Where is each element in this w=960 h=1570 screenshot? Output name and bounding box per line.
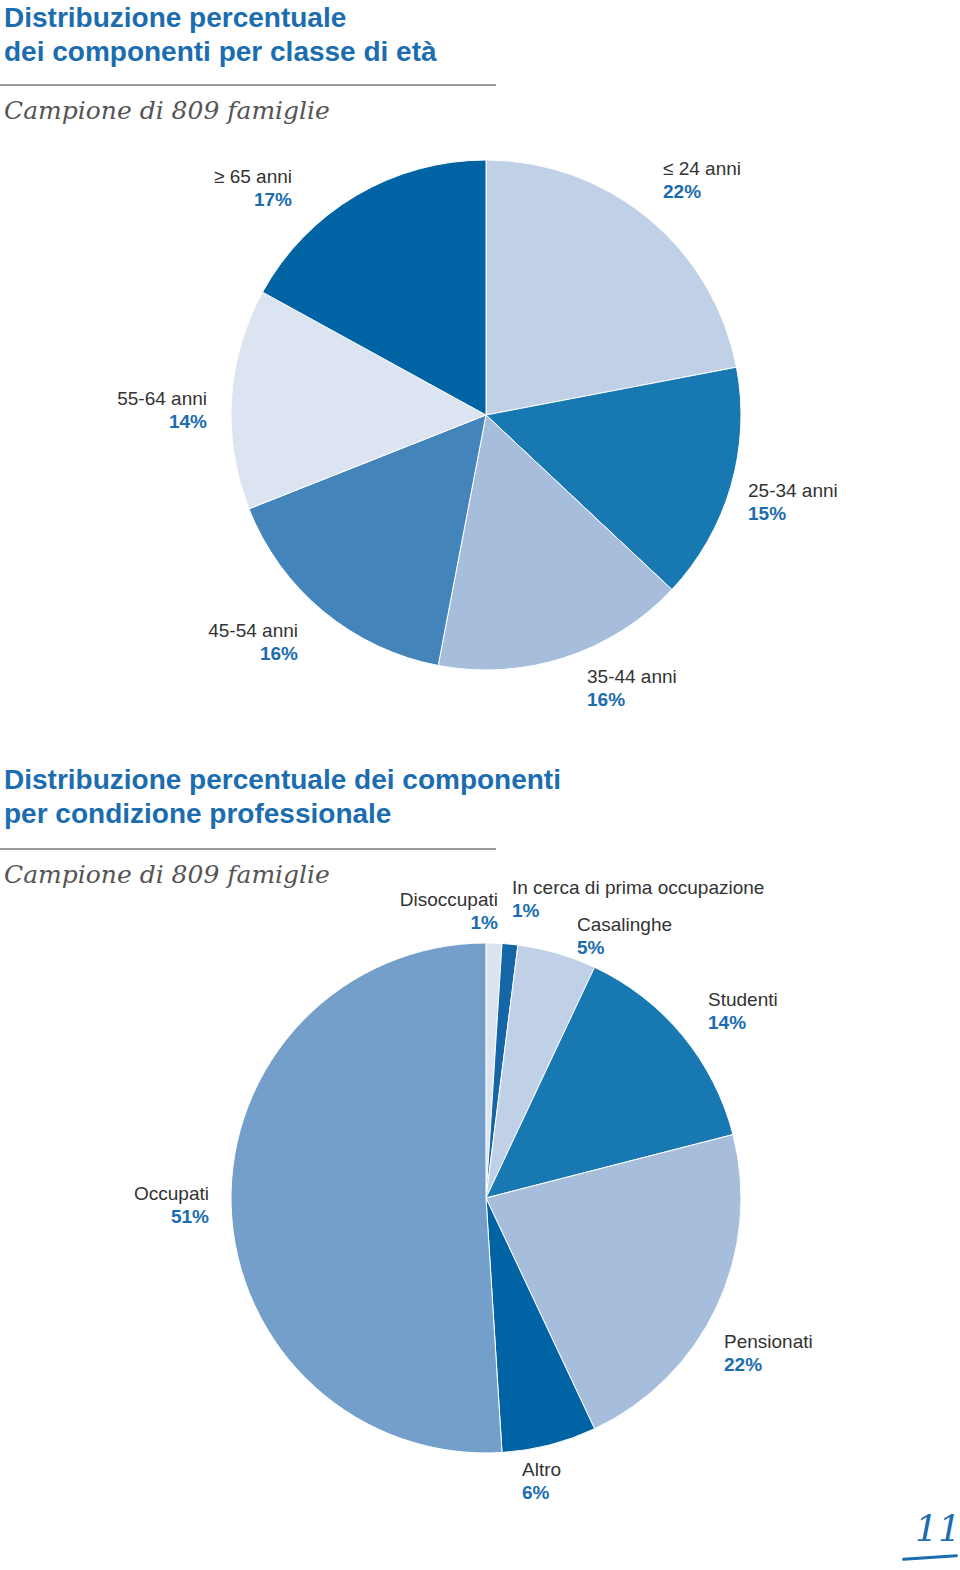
svg-text:In cerca di prima occupazione: In cerca di prima occupazione — [512, 877, 764, 898]
svg-text:17%: 17% — [254, 189, 292, 210]
html-text:Campione di 809 famiglie: Campione di 809 famiglie — [4, 860, 330, 889]
svg-text:15%: 15% — [748, 503, 786, 524]
svg-text:≤ 24 anni: ≤ 24 anni — [663, 158, 741, 179]
svg-text:6%: 6% — [522, 1482, 550, 1503]
svg-text:Casalinghe: Casalinghe — [577, 914, 672, 935]
html-text:Distribuzione percentuale dei: Distribuzione percentuale dei componenti… — [4, 764, 561, 829]
svg-text:≥ 65 anni: ≥ 65 anni — [214, 166, 292, 187]
svg-text:55-64 anni: 55-64 anni — [117, 388, 207, 409]
svg-text:14%: 14% — [708, 1012, 746, 1033]
svg-text:Altro: Altro — [522, 1459, 561, 1480]
svg-text:22%: 22% — [663, 181, 701, 202]
svg-text:16%: 16% — [260, 643, 298, 664]
svg-text:14%: 14% — [169, 411, 207, 432]
svg-text:1%: 1% — [471, 912, 499, 933]
svg-text:45-54 anni: 45-54 anni — [208, 620, 298, 641]
svg-text:Pensionati: Pensionati — [724, 1331, 813, 1352]
svg-text:Disoccupati: Disoccupati — [400, 889, 498, 910]
svg-text:22%: 22% — [724, 1354, 762, 1375]
svg-text:5%: 5% — [577, 937, 605, 958]
html-text:Campione di 809 famiglie: Campione di 809 famiglie — [4, 96, 330, 125]
svg-text:16%: 16% — [587, 689, 625, 710]
svg-text:Occupati: Occupati — [134, 1183, 209, 1204]
html-text:Distribuzione percentuale dei: Distribuzione percentuale dei componenti… — [4, 2, 437, 67]
svg-text:Studenti: Studenti — [708, 989, 778, 1010]
svg-text:1%: 1% — [512, 900, 540, 921]
svg-text:25-34 anni: 25-34 anni — [748, 480, 838, 501]
html-text:11: 11 — [915, 1508, 960, 1549]
svg-text:35-44 anni: 35-44 anni — [587, 666, 677, 687]
svg-text:51%: 51% — [171, 1206, 209, 1227]
